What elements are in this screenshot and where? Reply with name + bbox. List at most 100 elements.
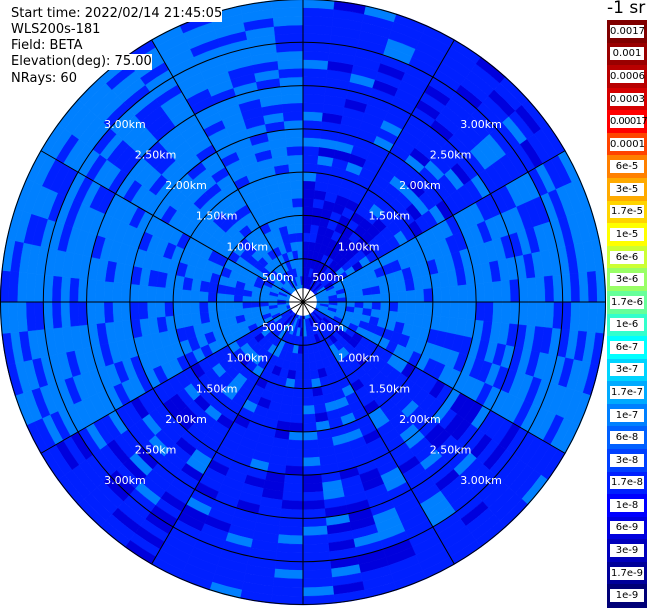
colorbar-label: 1e-8: [610, 498, 644, 512]
colorbar-label: 3e-5: [610, 182, 644, 196]
ppi-cell: [289, 422, 304, 433]
azimuth-spoke: [302, 150, 566, 303]
ppi-cell: [302, 0, 335, 10]
ppi-cell: [288, 163, 304, 174]
ppi-cell: [302, 353, 310, 363]
ppi-cell: [302, 336, 308, 346]
ppi-cell: [294, 370, 304, 381]
range-ring-label: 500m: [262, 271, 294, 284]
colorbar-label: 1e-9: [610, 589, 644, 603]
colorbar-label: 3e-9: [610, 544, 644, 558]
ppi-cell: [198, 301, 209, 314]
ppi-cell: [278, 525, 304, 536]
ppi-cell: [291, 197, 304, 208]
ppi-cell: [292, 387, 304, 398]
ppi-cell: [569, 272, 581, 303]
ppi-cell: [283, 119, 304, 131]
ppi-cell: [302, 16, 334, 27]
ppi-cell: [190, 290, 200, 303]
ppi-cell: [302, 405, 315, 415]
ppi-cell: [543, 275, 555, 303]
ppi-cell: [25, 272, 37, 303]
ppi-cell: [363, 301, 373, 310]
ppi-cell: [406, 301, 416, 314]
ppi-cell: [155, 286, 166, 303]
ppi-cell: [586, 271, 598, 303]
ppi-cell: [302, 542, 330, 554]
ppi-cell: [380, 292, 390, 303]
colorbar-label: 0.00017: [610, 115, 647, 129]
colorbar-label: 1.7e-6: [610, 295, 644, 309]
range-ring-label: 2.50km: [430, 149, 472, 162]
colorbar-label: 3e-6: [610, 273, 644, 287]
ppi-cell: [302, 223, 312, 234]
ppi-cell: [242, 301, 252, 309]
ppi-cell: [286, 145, 304, 156]
ppi-cell: [302, 430, 318, 441]
ppi-cell: [449, 301, 460, 319]
ppi-cell: [291, 396, 304, 407]
ppi-cell: [60, 301, 71, 328]
ppi-cell: [440, 286, 451, 303]
ppi-cell: [224, 293, 235, 303]
ppi-cell: [281, 94, 304, 105]
ppi-cell: [51, 275, 63, 303]
range-ring-label: 3.00km: [104, 118, 146, 131]
colorbar-label: 0.001: [610, 47, 644, 61]
ppi-cell: [190, 301, 200, 314]
ppi-cell: [224, 301, 235, 311]
ppi-cell: [500, 280, 511, 303]
ppi-cell: [371, 301, 382, 311]
ppi-cell: [440, 301, 451, 318]
ppi-cell: [302, 145, 320, 156]
ppi-cell: [207, 301, 218, 313]
ppi-cell: [282, 482, 304, 493]
ppi-cell: [298, 258, 304, 268]
azimuth-spoke: [40, 150, 304, 303]
ppi-cell: [25, 301, 37, 332]
instrument-label: WLS200s-181: [11, 22, 101, 38]
range-ring-label: 1.00km: [227, 352, 269, 365]
ppi-cell: [509, 301, 520, 325]
azimuth-spoke: [151, 301, 304, 565]
colorbar-label: 1.7e-5: [610, 205, 644, 219]
azimuth-spoke: [302, 301, 566, 454]
ppi-cell: [290, 180, 304, 191]
ppi-cell: [406, 290, 416, 303]
colorbar: 0.0017 0.001 0.0006 0.0003 0.00017 0.0001 6e-5…: [607, 20, 647, 608]
ppi-cell: [129, 283, 140, 303]
ppi-cell: [345, 296, 356, 303]
range-rings: [0, 0, 606, 605]
ppi-cell: [289, 171, 304, 182]
ppi-cell: [302, 180, 316, 191]
ppi-cell: [310, 369, 320, 380]
ppi-cell: [302, 189, 315, 199]
ppi-plot: 500m 500m 500m 500m 1.00km 1.00km 1.00km 1.00km…: [0, 0, 606, 606]
ppi-cell: [302, 456, 321, 467]
ppi-cell: [474, 301, 486, 322]
ppi-cell: [294, 223, 304, 234]
range-ring-label: 500m: [312, 321, 344, 334]
ppi-cell: [284, 465, 304, 476]
ppi-cell: [466, 283, 477, 303]
ppi-cell: [95, 301, 106, 324]
ppi-cell: [276, 542, 304, 554]
ppi-cell: [302, 508, 326, 519]
ppi-cell: [138, 301, 149, 320]
ppi-cell: [457, 284, 468, 303]
ppi-cell: [282, 111, 304, 122]
ppi-cell: [371, 293, 382, 303]
ppi-cell: [296, 241, 304, 251]
ppi-cell: [302, 85, 326, 96]
range-ring-label: 2.00km: [165, 413, 207, 426]
ppi-cell: [302, 362, 311, 372]
colorbar-label: 0.0001: [610, 137, 645, 151]
ppi-cell: [86, 301, 97, 325]
ppi-cell: [302, 128, 322, 139]
ppi-cell: [302, 585, 334, 597]
ppi-cell: [370, 285, 381, 295]
ppi-cell: [526, 301, 537, 327]
azimuth-spoke: [40, 301, 304, 454]
colorbar-label: 0.0006: [610, 69, 645, 83]
ppi-cell: [290, 413, 304, 424]
